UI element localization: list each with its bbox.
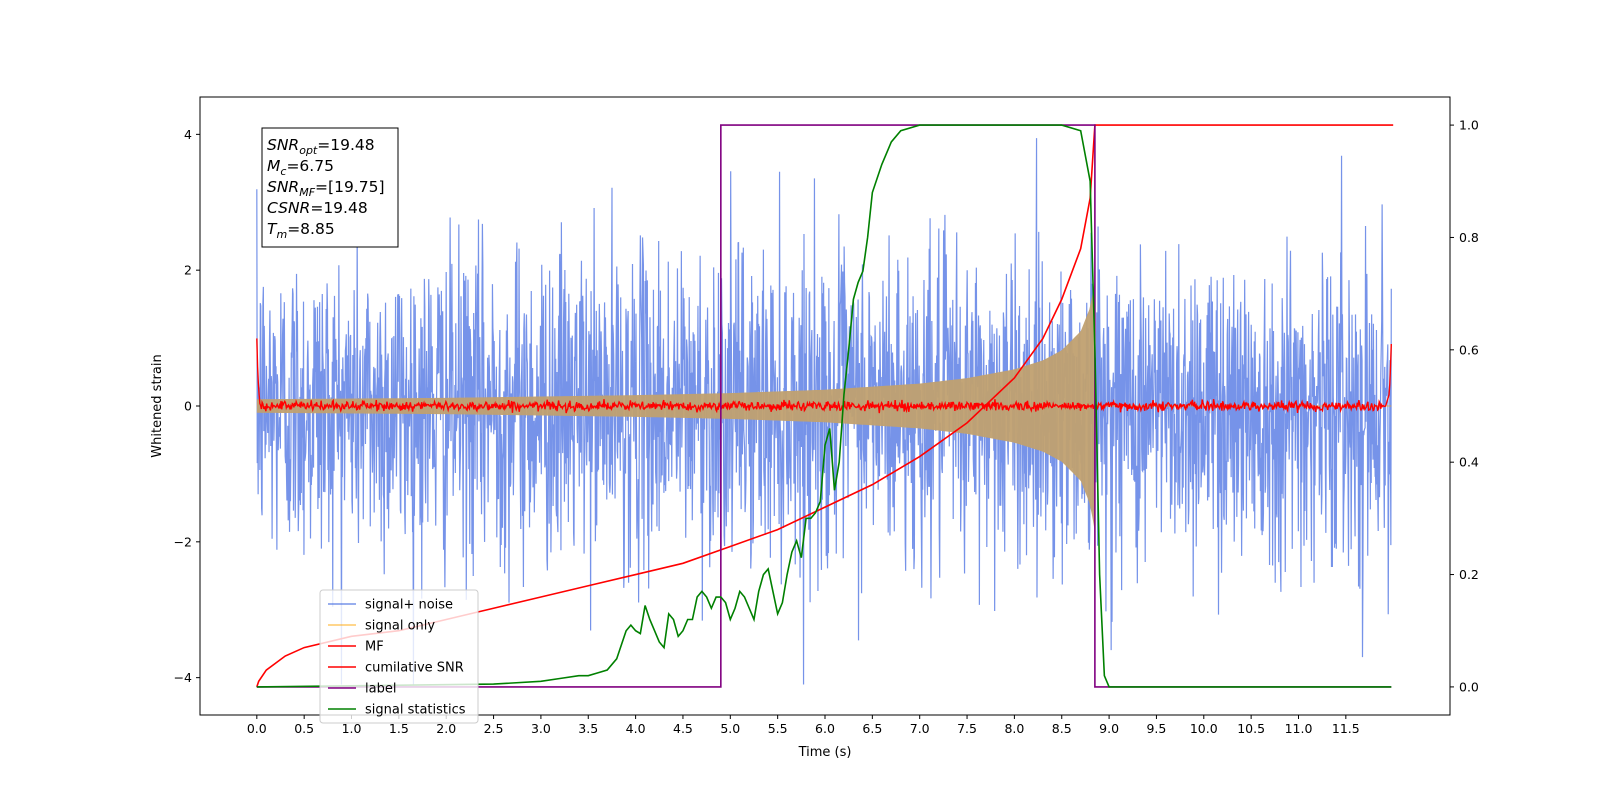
x-tick-label: 2.0 xyxy=(436,721,456,736)
x-tick-label: 5.0 xyxy=(720,721,740,736)
y-axis-right: 0.0 0.2 0.4 0.6 0.8 1.0 xyxy=(1450,118,1479,694)
x-tick-label: 2.5 xyxy=(484,721,504,736)
y2-tick-label: 0.4 xyxy=(1459,455,1479,470)
x-tick-label: 1.5 xyxy=(389,721,409,736)
x-tick-label: 8.0 xyxy=(1004,721,1024,736)
y-tick-label: −2 xyxy=(174,534,192,549)
x-tick-label: 10.0 xyxy=(1190,721,1218,736)
info-line: Mc=6.75 xyxy=(267,157,334,178)
x-axis: 0.0 0.5 1.0 1.5 2.0 2.5 3.0 3.5 4.0 4.5 5.0 5.5 6.0 6… xyxy=(247,715,1360,736)
y-tick-label: −4 xyxy=(174,670,192,685)
y2-tick-label: 0.0 xyxy=(1459,679,1479,694)
x-tick-label: 11.0 xyxy=(1285,721,1313,736)
y-axis-left: −4 −2 0 2 4 xyxy=(174,127,200,685)
x-tick-label: 11.5 xyxy=(1332,721,1360,736)
y-tick-label: 0 xyxy=(184,399,192,414)
x-tick-label: 6.5 xyxy=(862,721,882,736)
info-line: CSNR=19.48 xyxy=(267,199,368,217)
x-tick-label: 4.5 xyxy=(673,721,693,736)
info-box: SNRopt=19.48Mc=6.75SNRMF=[19.75]CSNR=19.… xyxy=(261,127,399,248)
series-signal-statistics xyxy=(256,124,1392,688)
x-tick-label: 0.5 xyxy=(294,721,314,736)
legend-label: MF xyxy=(365,640,384,655)
legend-label: signal statistics xyxy=(365,703,466,718)
y-tick-label: 2 xyxy=(184,263,192,278)
legend-frame xyxy=(319,589,479,724)
x-tick-label: 9.0 xyxy=(1099,721,1119,736)
y2-tick-label: 0.8 xyxy=(1459,230,1479,245)
x-tick-label: 0.0 xyxy=(247,721,267,736)
x-axis-label: Time (s) xyxy=(798,745,852,760)
legend-label: signal+ noise xyxy=(365,598,453,613)
legend: signal+ noise signal only MF cumilative SNR… xyxy=(319,589,479,724)
info-line: SNRMF=[19.75] xyxy=(267,178,385,199)
series-layer xyxy=(256,124,1394,688)
y-tick-label: 4 xyxy=(184,127,192,142)
series-cumulative-snr xyxy=(256,124,1394,688)
info-line: SNRopt=19.48 xyxy=(267,136,375,157)
y2-tick-label: 0.6 xyxy=(1459,342,1479,357)
x-tick-label: 6.0 xyxy=(815,721,835,736)
x-tick-label: 3.5 xyxy=(578,721,598,736)
x-tick-label: 4.0 xyxy=(626,721,646,736)
x-tick-label: 10.5 xyxy=(1237,721,1265,736)
x-tick-label: 7.5 xyxy=(957,721,977,736)
legend-label: cumilative SNR xyxy=(365,661,464,676)
x-tick-label: 5.5 xyxy=(768,721,788,736)
x-tick-label: 9.5 xyxy=(1146,721,1166,736)
info-box-frame xyxy=(261,127,399,248)
series-mf xyxy=(256,338,1392,414)
legend-label: signal only xyxy=(365,619,435,634)
legend-label: label xyxy=(365,682,396,697)
info-line: Tm=8.85 xyxy=(267,220,335,241)
x-tick-label: 3.0 xyxy=(531,721,551,736)
x-tick-label: 8.5 xyxy=(1052,721,1072,736)
x-tick-label: 7.0 xyxy=(910,721,930,736)
y2-tick-label: 1.0 xyxy=(1459,118,1479,133)
x-tick-label: 1.0 xyxy=(342,721,362,736)
y2-tick-label: 0.2 xyxy=(1459,567,1479,582)
y-axis-label: Whitened strain xyxy=(150,354,165,457)
